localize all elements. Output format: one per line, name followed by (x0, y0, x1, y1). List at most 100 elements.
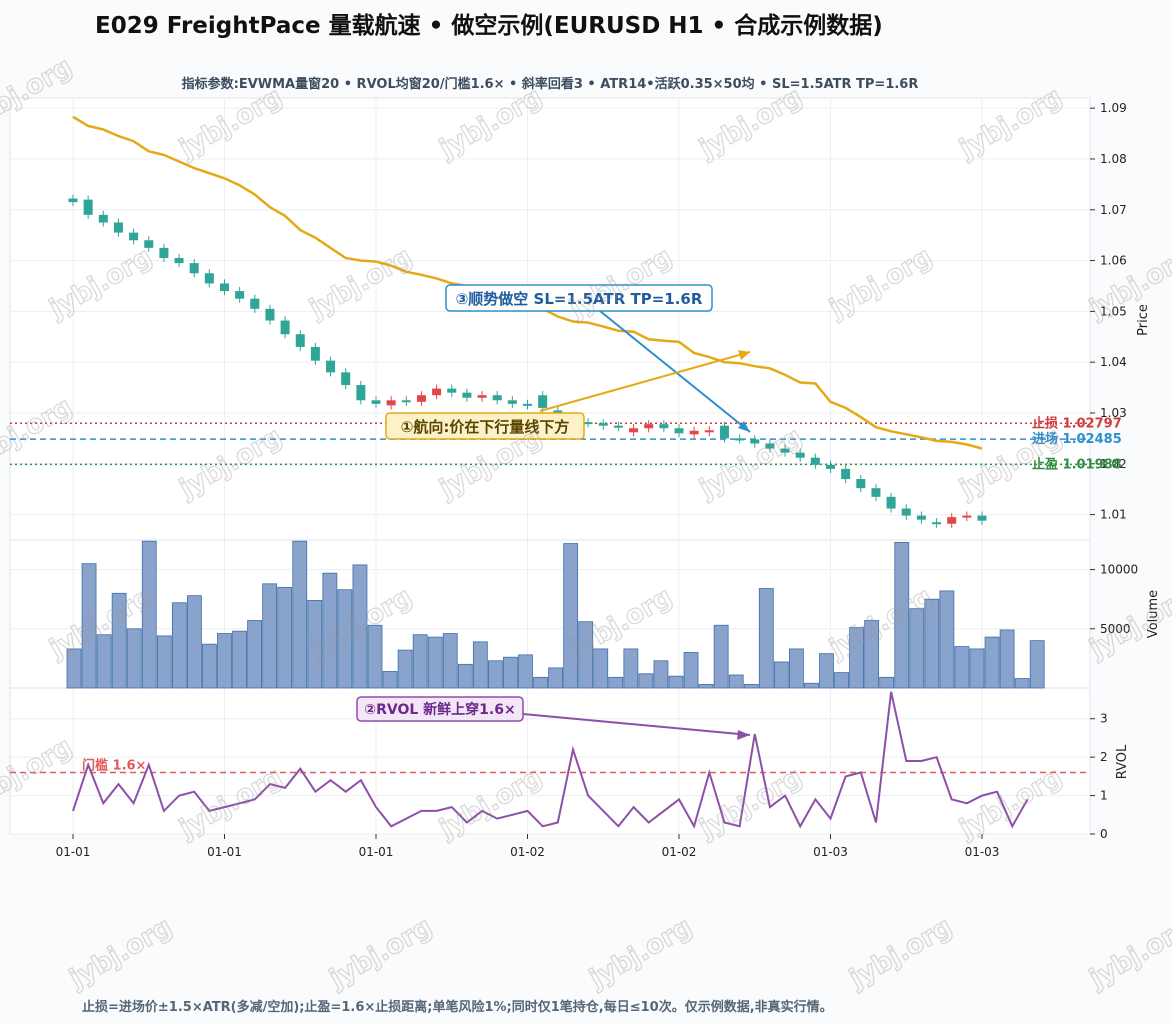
volume-bar (442, 633, 458, 689)
candle-body (68, 198, 78, 203)
volume-tick-label: 5000 (1100, 622, 1131, 636)
watermark-text: jybj.org (584, 912, 697, 995)
x-tick-label: 01-01 (207, 845, 242, 859)
annotation-short-entry: ③顺势做空 SL=1.5ATR TP=1.6R (456, 290, 703, 308)
watermark-text: jybj.org (1084, 912, 1172, 995)
volume-bar (247, 620, 263, 689)
annotation-arrowhead (738, 350, 750, 360)
volume-bar (713, 624, 729, 689)
volume-bar (728, 674, 744, 689)
candle-body (719, 425, 729, 439)
volume-bar (156, 635, 172, 689)
footer-note: 止损=进场价±1.5×ATR(多减/空加);止盈=1.6×止损距离;单笔风险1%… (82, 1000, 833, 1015)
x-tick-label: 01-02 (510, 845, 545, 859)
candle-body (523, 403, 532, 406)
volume-bar (563, 543, 579, 689)
annotation-arrow (539, 351, 751, 412)
candle-body (371, 400, 381, 404)
volume-bar (503, 656, 518, 689)
candle-body (780, 448, 790, 453)
rvol-panel (9, 687, 1091, 835)
volume-bar (322, 572, 338, 689)
candle-body (356, 385, 366, 401)
candle-body (295, 334, 305, 347)
candle-body (826, 464, 835, 469)
volume-bar (397, 649, 413, 689)
candle-body (810, 457, 820, 465)
candle-body (401, 400, 411, 403)
watermark-text: jybj.org (64, 912, 177, 995)
candle-body (674, 428, 684, 434)
volume-bar (623, 648, 639, 689)
rvol-axis-label: RVOL (1115, 744, 1130, 779)
x-tick-label: 01-01 (359, 845, 394, 859)
volume-bar (457, 663, 473, 689)
volume-bar (924, 598, 940, 689)
volume-bar (864, 620, 880, 689)
volume-bar (427, 636, 443, 689)
volume-bar (412, 634, 428, 689)
annotation-rvol-cross: ②RVOL 新鲜上穿1.6× (364, 701, 515, 718)
chart-subtitle: 指标参数:EVWMA量窗20 • RVOL均窗20/门槛1.6× • 斜率回看3… (181, 77, 919, 92)
watermark-text: jybj.org (324, 912, 437, 995)
volume-bar (81, 563, 97, 689)
x-tick-label: 01-03 (965, 845, 1000, 859)
annotation-box (356, 696, 524, 722)
candle-body (841, 468, 851, 480)
price-tick-label: 1.09 (1100, 101, 1127, 115)
price-panel (9, 97, 1091, 541)
candle-body (204, 273, 214, 284)
volume-bar (954, 646, 970, 689)
volume-bar (186, 595, 202, 689)
candle-body (113, 222, 123, 233)
price-tick-label: 1.06 (1100, 254, 1127, 268)
level-label: 进场 1.02485 (1032, 432, 1122, 447)
volume-bar (758, 588, 774, 689)
volume-axis-label: Volume (1146, 590, 1161, 638)
annotation-box (445, 284, 713, 312)
candle-body (583, 422, 593, 425)
candle-body (265, 308, 275, 321)
candle-body (947, 517, 957, 524)
rvol-line (72, 691, 1029, 829)
threshold-label: 门槛 1.6× (82, 758, 146, 774)
volume-bar (337, 589, 353, 689)
candle-body (174, 258, 184, 264)
candle-body (613, 425, 623, 428)
candle-body (235, 291, 245, 299)
candle-body (492, 395, 502, 401)
volume-bar (653, 660, 669, 689)
candle-body (962, 515, 972, 518)
candle-body (901, 508, 911, 516)
x-tick-label: 01-01 (56, 845, 91, 859)
candle-body (159, 247, 169, 259)
candle-body (659, 424, 669, 429)
volume-bar (743, 684, 759, 689)
candle-body (765, 443, 775, 449)
volume-bar (472, 641, 488, 689)
level-label: 止盈 1.01988 (1032, 456, 1122, 472)
price-tick-label: 1.05 (1100, 304, 1127, 318)
volume-bar (382, 671, 398, 689)
rvol-tick-label: 1 (1100, 789, 1108, 803)
candle-body (341, 372, 351, 386)
candle-body (598, 423, 608, 426)
candle-body (416, 395, 426, 402)
candle-body (644, 424, 654, 429)
volume-bar (217, 633, 232, 689)
price-tick-label: 1.03 (1100, 406, 1127, 420)
volume-bar (578, 621, 594, 689)
candle-body (83, 199, 93, 215)
volume-bar (307, 599, 323, 689)
candle-body (507, 400, 517, 404)
rvol-tick-label: 2 (1100, 750, 1108, 764)
volume-bar (698, 684, 714, 689)
volume-bar (487, 660, 503, 689)
volume-bar (999, 629, 1015, 689)
candle-body (704, 430, 714, 433)
price-tick-label: 1.07 (1100, 203, 1127, 217)
candle-body (629, 428, 639, 433)
volume-bar (834, 672, 849, 689)
volume-bar (638, 673, 654, 689)
watermark-text: jybj.org (1084, 582, 1172, 665)
